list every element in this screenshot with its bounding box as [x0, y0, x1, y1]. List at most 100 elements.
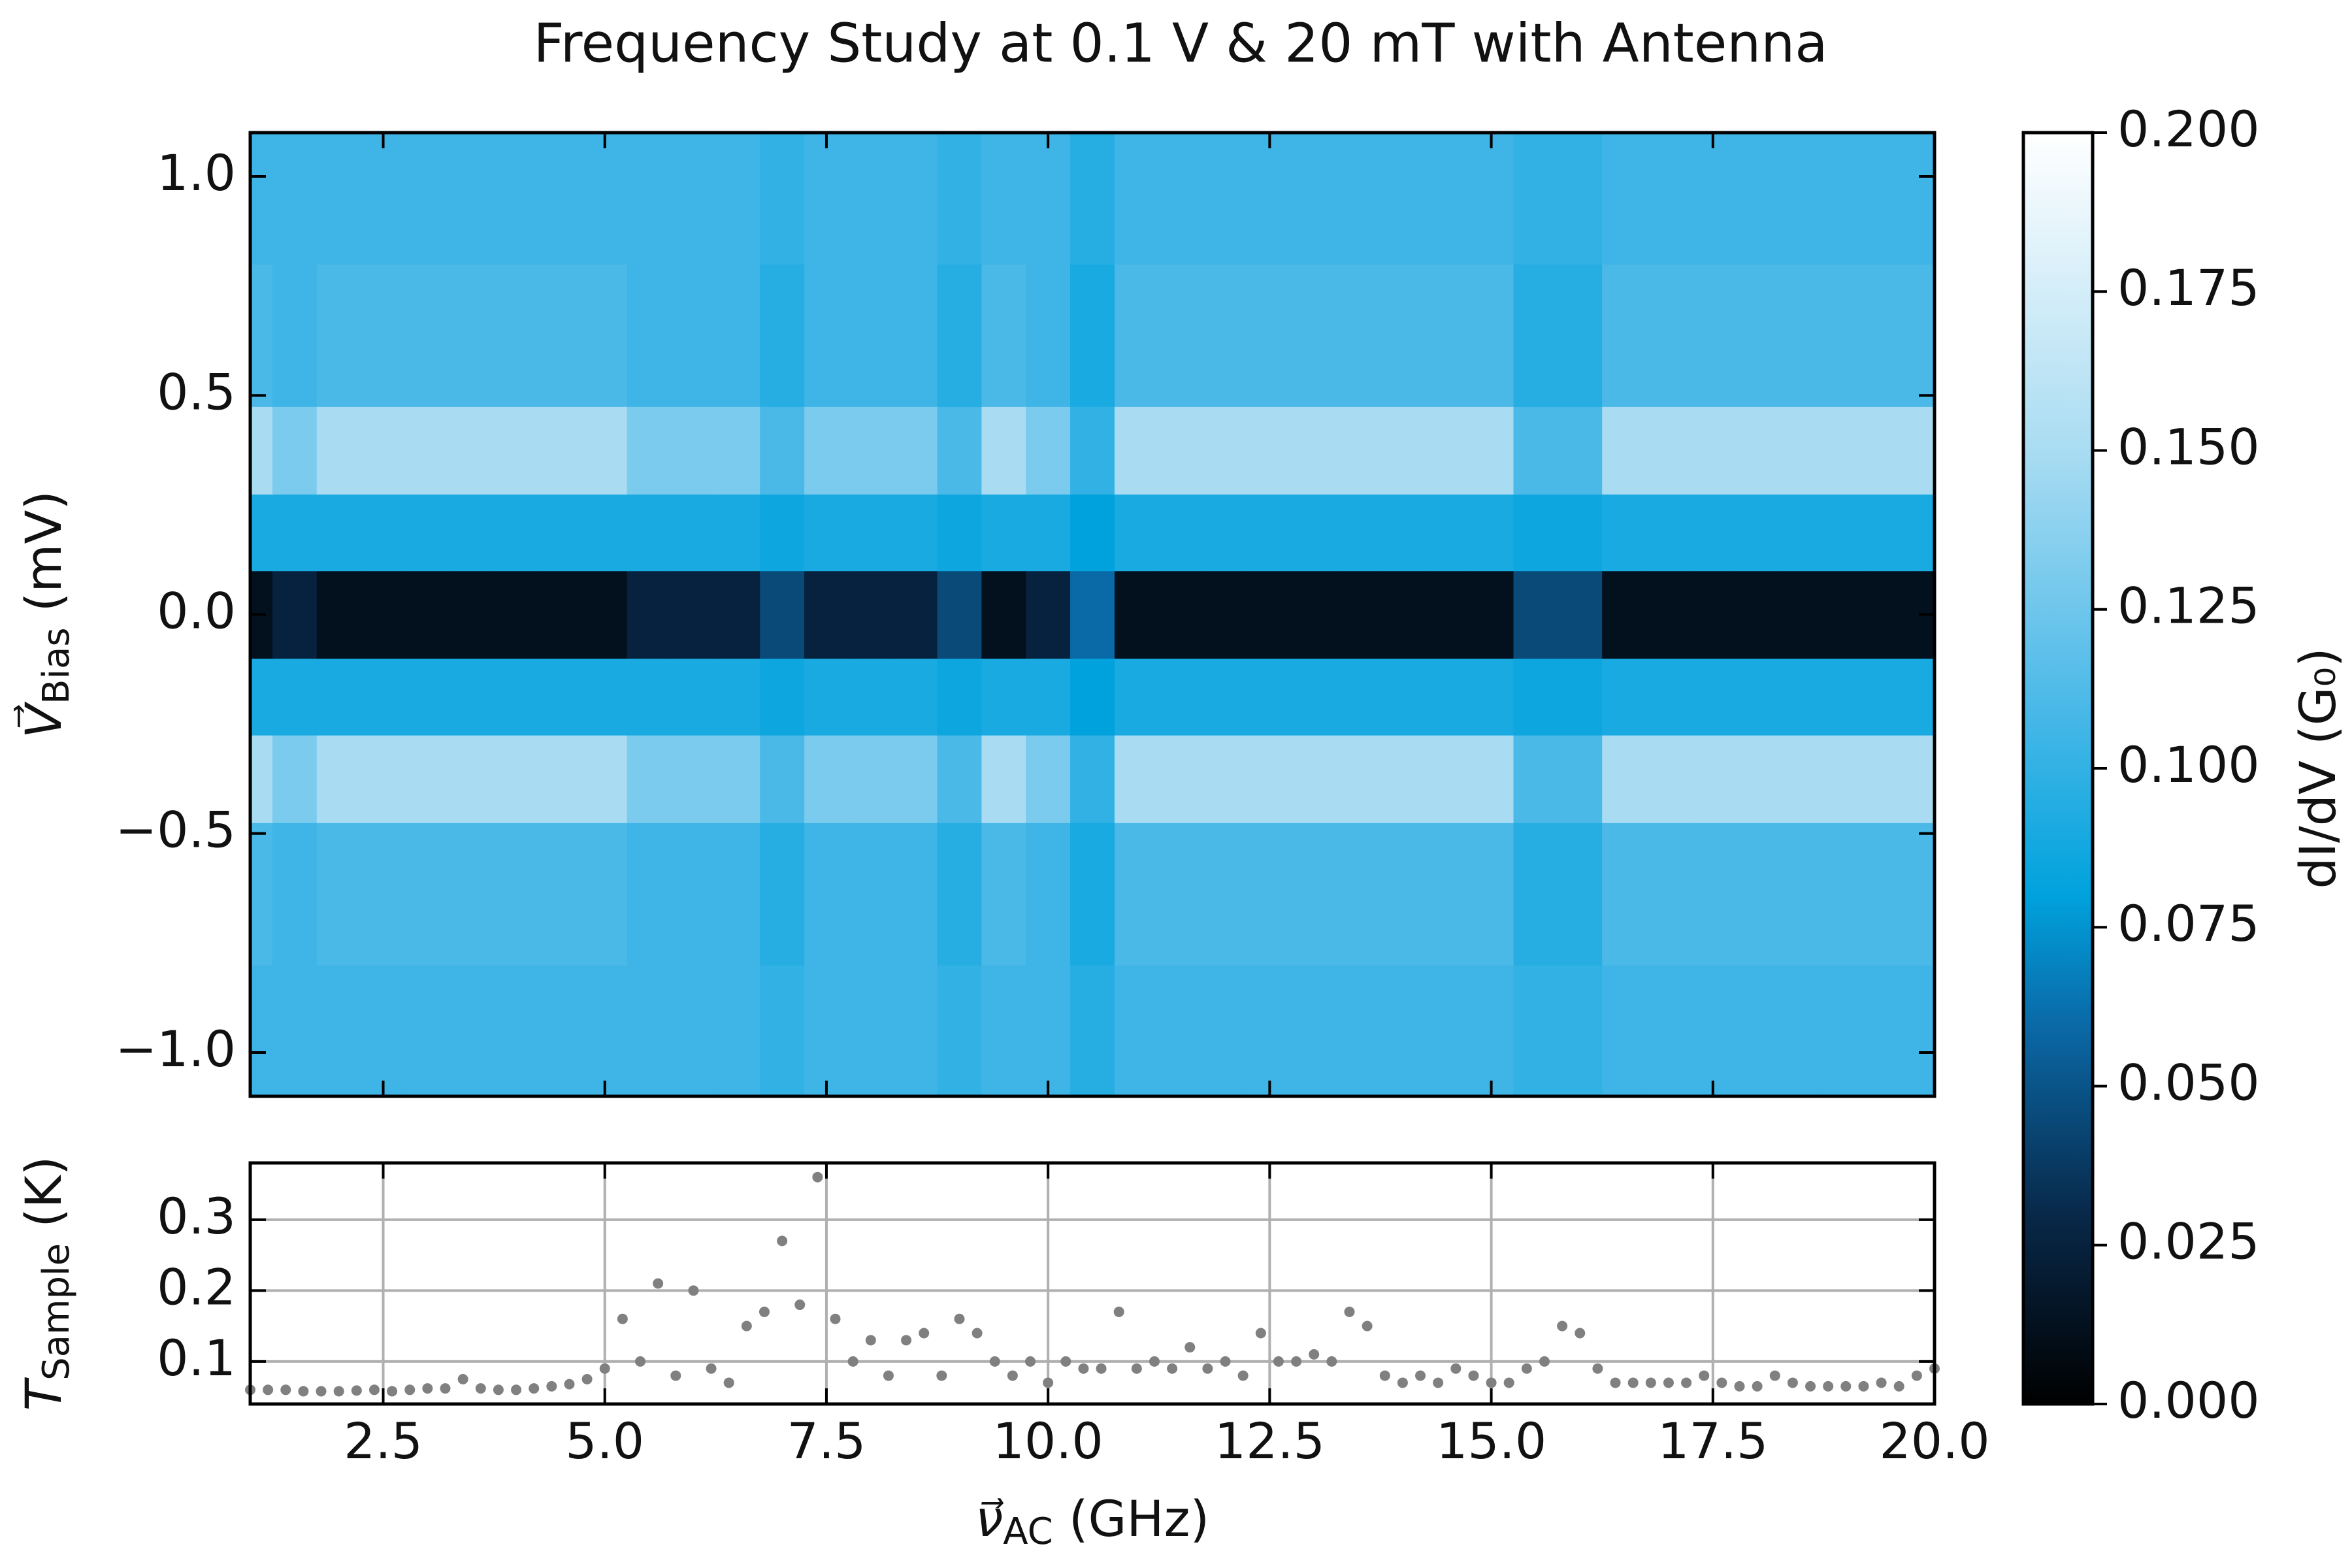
heatmap-cell: [1558, 964, 1603, 1097]
y-tick-label: 0.5: [157, 363, 236, 421]
scatter-point: [1060, 1356, 1071, 1367]
heatmap-cell: [1823, 570, 1869, 659]
heatmap-cell: [848, 658, 894, 736]
scatter-point: [989, 1356, 1000, 1367]
y-tick-label: −1.0: [115, 1020, 236, 1078]
scatter-point: [759, 1306, 770, 1317]
heatmap-cell: [538, 406, 583, 495]
x-tick-label: 17.5: [1658, 1412, 1768, 1470]
scatter-point: [1805, 1380, 1816, 1392]
scatter-point: [1486, 1377, 1497, 1388]
heatmap-cell: [1602, 658, 1647, 736]
heatmap-cell: [1912, 822, 1935, 966]
heatmap-cell: [1336, 822, 1381, 966]
heatmap-cell: [1158, 494, 1204, 572]
scatter-point: [316, 1386, 327, 1397]
heatmap-cell: [1868, 964, 1913, 1097]
heatmap-cell: [627, 964, 672, 1097]
scatter-point: [688, 1285, 699, 1296]
scatter-point: [1043, 1377, 1054, 1388]
y-axis-label: V⃗Bias (mV): [14, 491, 78, 738]
chart-title: Frequency Study at 0.1 V & 20 mT with An…: [534, 12, 1828, 74]
heatmap-cell: [1868, 570, 1913, 659]
scatter-point: [653, 1278, 664, 1289]
heatmap-cell: [582, 734, 628, 823]
heatmap-cell: [892, 658, 938, 736]
heatmap-cell: [405, 964, 451, 1097]
scatter-point: [936, 1370, 947, 1381]
y-tick-label: 0.0: [157, 581, 236, 640]
scatter-point: [794, 1299, 806, 1311]
heatmap-cell: [1026, 406, 1071, 495]
heatmap-cell: [1336, 133, 1381, 265]
heatmap-cell: [1424, 494, 1470, 572]
heatmap-cell: [1735, 964, 1780, 1097]
label-sub: AC: [1003, 1511, 1053, 1553]
heatmap-cell: [1114, 570, 1160, 659]
heatmap-cell: [1690, 964, 1736, 1097]
heatmap-cell: [848, 406, 894, 495]
heatmap-cell: [1779, 822, 1825, 966]
heatmap-cell: [1469, 406, 1514, 495]
heatmap-cell: [361, 406, 406, 495]
heatmap-cell: [250, 406, 273, 495]
heatmap-cell: [1513, 406, 1559, 495]
heatmap-cell: [1070, 264, 1115, 407]
heatmap-cell: [449, 133, 495, 265]
heatmap-cell: [848, 964, 894, 1097]
heatmap-cell: [892, 570, 938, 659]
scatter-point: [351, 1385, 362, 1396]
heatmap-cell: [1735, 264, 1780, 407]
heatmap-cell: [804, 494, 849, 572]
heatmap-cell: [1602, 964, 1647, 1097]
heatmap-cell: [1114, 494, 1160, 572]
scatter-point: [1362, 1320, 1373, 1331]
heatmap-cell: [1735, 570, 1780, 659]
scatter-point: [1202, 1363, 1213, 1374]
heatmap-cell: [1868, 264, 1913, 407]
label-main: ν⃗: [975, 1490, 1004, 1548]
heatmap-cell: [671, 964, 717, 1097]
x-tick-label: 7.5: [787, 1412, 866, 1470]
scatter-point: [865, 1335, 876, 1346]
x-tick-label: 12.5: [1215, 1412, 1325, 1470]
heatmap-cell: [1114, 406, 1160, 495]
heatmap-cell: [1602, 494, 1647, 572]
heatmap-cell: [449, 570, 495, 659]
scatter-point: [1167, 1363, 1178, 1374]
heatmap-cell: [1203, 734, 1249, 823]
heatmap-cell: [1779, 494, 1825, 572]
heatmap-cell: [1513, 658, 1559, 736]
heatmap-cell: [1247, 964, 1293, 1097]
heatmap-cell: [804, 264, 849, 407]
heatmap-cell: [1203, 494, 1249, 572]
heatmap-cell: [848, 822, 894, 966]
heatmap-cell: [671, 734, 717, 823]
heatmap-cell: [1779, 734, 1825, 823]
heatmap-cell: [1646, 822, 1691, 966]
heatmap-cell: [760, 734, 805, 823]
heatmap-cell: [1513, 570, 1559, 659]
heatmap-cell: [1026, 264, 1071, 407]
heatmap-cell: [848, 570, 894, 659]
heatmap-cell: [582, 133, 628, 265]
scatter-point: [298, 1386, 309, 1397]
heatmap-cell: [1026, 494, 1071, 572]
heatmap-cell: [1070, 734, 1115, 823]
heatmap-cell: [405, 570, 451, 659]
heatmap-cell: [1070, 494, 1115, 572]
heatmap-cell: [1823, 406, 1869, 495]
heatmap-cell: [1380, 964, 1426, 1097]
y-tick-label: 0.1: [157, 1329, 236, 1387]
scatter-point: [670, 1370, 681, 1381]
scatter-point: [1840, 1380, 1852, 1392]
heatmap-cell: [1735, 406, 1780, 495]
heatmap-cell: [1292, 133, 1337, 265]
heatmap-cell: [1912, 406, 1935, 495]
heatmap-cell: [1203, 822, 1249, 966]
scatter-point: [919, 1328, 930, 1339]
heatmap-cell: [981, 494, 1027, 572]
x-tick-label: 20.0: [1879, 1412, 1989, 1470]
heatmap-cell: [1823, 494, 1869, 572]
heatmap-cell: [892, 264, 938, 407]
